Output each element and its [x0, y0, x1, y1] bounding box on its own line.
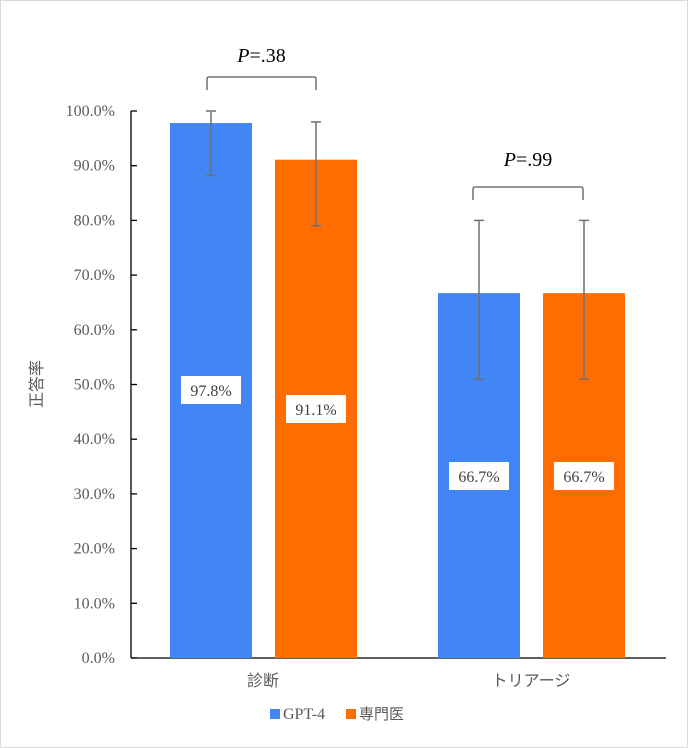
x-category-label: 診断 — [247, 671, 279, 690]
legend-label-gpt4: GPT-4 — [283, 706, 325, 723]
data-label: 66.7% — [458, 469, 499, 486]
y-tick-label: 20.0% — [74, 541, 115, 558]
y-axis-label: 正答率 — [27, 360, 46, 408]
legend-swatch-gpt4 — [270, 709, 280, 719]
data-label: 91.1% — [295, 402, 336, 419]
p-value-annotation: P=.99 — [503, 149, 553, 171]
data-label: 66.7% — [563, 469, 604, 486]
data-label-box — [286, 395, 346, 423]
y-tick-label: 80.0% — [74, 212, 115, 229]
y-tick-label: 90.0% — [74, 158, 115, 175]
p-value-annotation: P=.38 — [236, 45, 286, 67]
significance-bracket — [472, 186, 584, 200]
legend-swatch-specialist — [346, 709, 356, 719]
y-tick-label: 10.0% — [74, 595, 115, 612]
data-label-box — [181, 376, 241, 404]
significance-bracket — [206, 76, 317, 90]
y-tick-label: 0.0% — [82, 650, 115, 667]
data-label-box — [449, 462, 509, 490]
y-tick-label: 50.0% — [74, 377, 115, 394]
y-tick-label: 30.0% — [74, 486, 115, 503]
data-label: 97.8% — [190, 383, 231, 400]
y-tick-label: 70.0% — [74, 267, 115, 284]
y-tick-label: 60.0% — [74, 322, 115, 339]
y-tick-label: 40.0% — [74, 431, 115, 448]
x-category-label: トリアージ — [492, 671, 571, 690]
legend-label-specialist: 専門医 — [359, 705, 404, 723]
y-tick-label: 100.0% — [66, 103, 115, 120]
data-label-box — [554, 462, 614, 490]
